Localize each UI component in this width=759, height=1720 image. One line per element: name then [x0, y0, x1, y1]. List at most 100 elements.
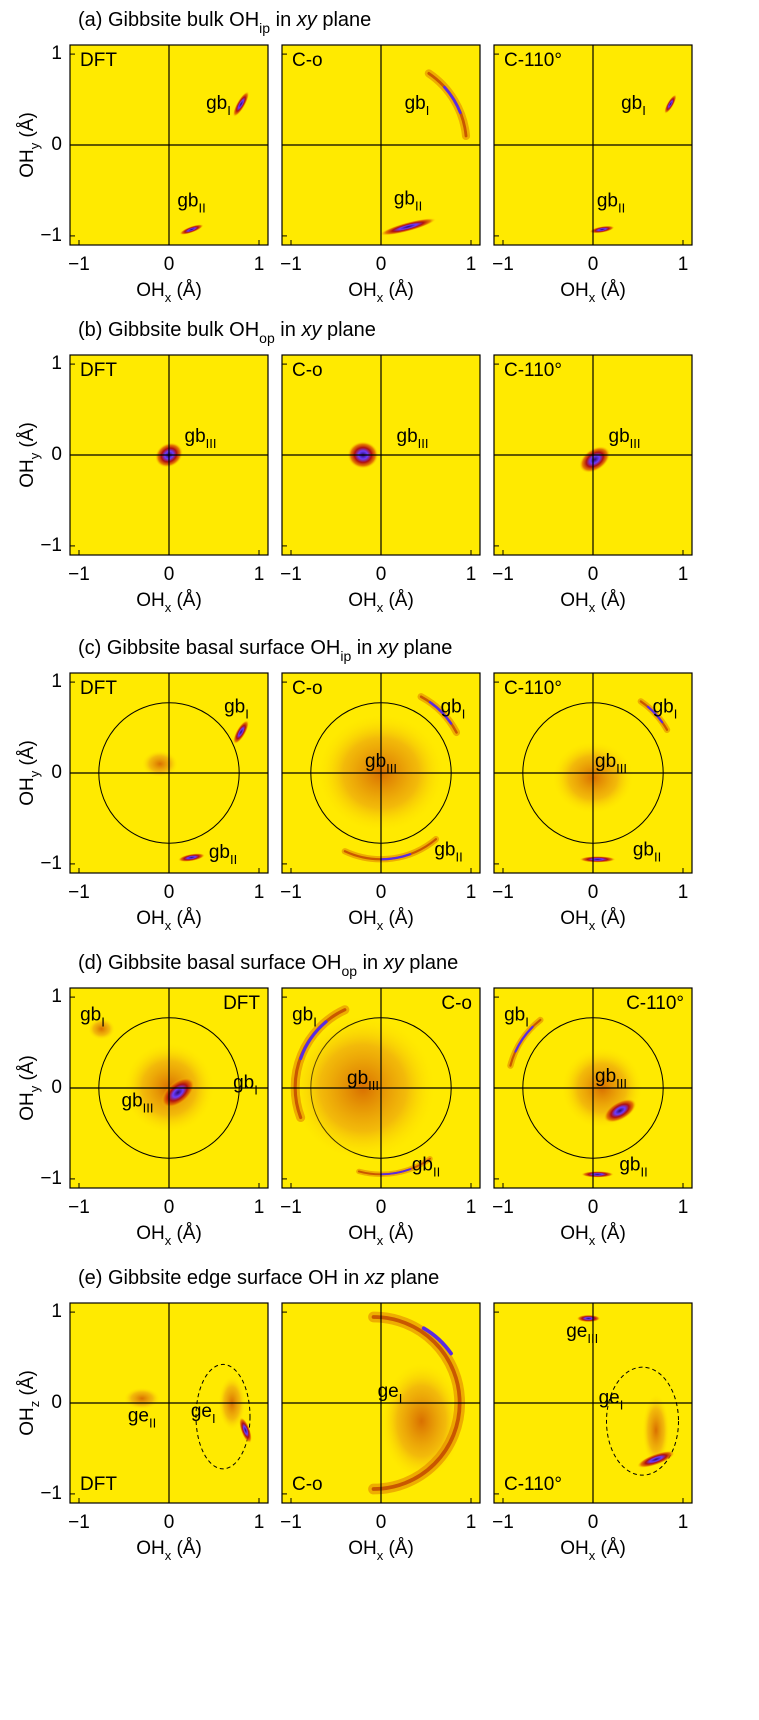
y-tick-label: 0	[51, 134, 62, 155]
row-title-part: plane	[321, 319, 376, 341]
row-title-part: xy	[296, 9, 318, 31]
density-haze	[88, 1018, 115, 1040]
density-peak	[581, 1171, 614, 1178]
peak-label-part: gb	[122, 1091, 143, 1112]
x-axis-label-part: (Å)	[595, 590, 626, 611]
panel-label: DFT	[80, 50, 117, 71]
y-axis-label: OHy (Å)	[17, 740, 42, 806]
x-tick-label: 1	[678, 564, 689, 585]
peak-label-part: III	[143, 1101, 154, 1116]
peak-label-part: II	[433, 1164, 440, 1179]
density-map	[589, 94, 677, 234]
x-axis-label-part: x	[165, 918, 172, 933]
y-tick-label: 0	[51, 1392, 62, 1413]
row-title-part: (a) Gibbsite bulk OH	[78, 9, 259, 31]
y-tick-label: 0	[51, 444, 62, 465]
peak-label-part: gb	[206, 93, 227, 114]
peak-label: gbII	[412, 1154, 440, 1179]
panel-label: C-o	[292, 1474, 323, 1495]
x-axis-label-part: OH	[348, 1223, 377, 1244]
row-title-part: xy	[300, 319, 322, 341]
peak-label: gbIII	[347, 1068, 379, 1093]
peak-label-part: I	[254, 1082, 258, 1097]
x-tick-label: 1	[678, 882, 689, 903]
peak-label-part: gb	[633, 839, 654, 860]
peak-label-part: III	[630, 436, 641, 451]
x-tick-label: −1	[280, 882, 302, 903]
row-title-part: ip	[259, 20, 270, 36]
panel-label: C-110°	[504, 1474, 562, 1495]
row-title-part: plane	[385, 1267, 440, 1289]
peak-label-part: gb	[609, 426, 630, 447]
row-title-part: in	[270, 9, 297, 31]
x-tick-label: 1	[466, 882, 477, 903]
peak-label-part: gb	[233, 1072, 254, 1093]
panel-label: C-110°	[504, 360, 562, 381]
x-axis-label-part: OH	[348, 590, 377, 611]
x-tick-label: −1	[68, 254, 90, 275]
x-axis-label-part: x	[165, 1233, 172, 1248]
x-tick-label: 0	[164, 1197, 175, 1218]
y-axis-label-part: y	[27, 452, 42, 459]
x-axis-label-part: OH	[348, 280, 377, 301]
x-tick-label: −1	[492, 1512, 514, 1533]
density-map	[179, 91, 250, 235]
x-tick-label: 1	[678, 1512, 689, 1533]
peak-label: gbI	[224, 697, 249, 722]
peak-label: gbII	[177, 190, 205, 215]
x-axis-label-part: (Å)	[595, 908, 626, 929]
peak-label: gbII	[394, 189, 422, 214]
peak-label: gbI	[504, 1004, 529, 1029]
x-axis-label-part: OH	[136, 908, 165, 929]
peak-label-part: I	[101, 1014, 105, 1029]
x-axis-label-part: (Å)	[595, 1223, 626, 1244]
y-tick-label: 1	[51, 986, 62, 1007]
density-peak	[179, 224, 204, 235]
x-tick-label: 1	[254, 564, 265, 585]
row-title-part: xy	[377, 637, 399, 659]
x-tick-label: 1	[254, 254, 265, 275]
y-axis-label-part: z	[27, 1401, 42, 1408]
panel-label: C-o	[292, 360, 323, 381]
x-axis-label: OHx (Å)	[560, 1538, 626, 1563]
peak-label: gbII	[597, 190, 625, 215]
x-tick-label: 0	[164, 254, 175, 275]
row-title-part: plane	[317, 9, 372, 31]
density-arc-core	[443, 85, 462, 115]
x-axis-label-part: (Å)	[383, 590, 414, 611]
x-axis-label-part: x	[589, 1233, 596, 1248]
density-peak	[239, 1417, 252, 1444]
row-title: (c) Gibbsite basal surface OHip in xy pl…	[78, 637, 452, 663]
peak-label: gbIII	[609, 426, 641, 451]
density-map	[380, 69, 471, 236]
x-tick-label: 0	[588, 564, 599, 585]
panel-label: DFT	[80, 678, 117, 699]
panel-label: C-o	[292, 50, 323, 71]
density-peak	[589, 225, 615, 234]
density-peak	[579, 446, 611, 473]
peak-label: gbIII	[365, 751, 397, 776]
peak-label-part: I	[245, 706, 249, 721]
peak-label-part: gb	[441, 697, 462, 718]
peak-label-part: ge	[128, 1406, 149, 1427]
x-axis-label-part: x	[165, 1548, 172, 1563]
y-axis-label: OHz (Å)	[17, 1370, 42, 1436]
row-title: (a) Gibbsite bulk OHip in xy plane	[78, 9, 371, 35]
peak-label-part: III	[418, 436, 429, 451]
peak-label: gbI	[653, 697, 678, 722]
y-axis-label-part: OH	[17, 459, 38, 488]
x-axis-label-part: OH	[560, 280, 589, 301]
x-tick-label: 0	[588, 1512, 599, 1533]
y-axis-label-part: (Å)	[17, 422, 38, 453]
row-title-part: (e) Gibbsite edge surface OH in	[78, 1267, 365, 1289]
panel-label: DFT	[80, 1474, 117, 1495]
x-tick-label: 0	[164, 882, 175, 903]
y-tick-label: −1	[40, 853, 62, 874]
peak-label-part: III	[616, 1076, 627, 1091]
x-axis-label-part: OH	[136, 590, 165, 611]
peak-label-part: gb	[597, 190, 618, 211]
x-axis-label-part: OH	[348, 1538, 377, 1559]
peak-label-part: gb	[224, 697, 245, 718]
x-tick-label: 1	[466, 1512, 477, 1533]
